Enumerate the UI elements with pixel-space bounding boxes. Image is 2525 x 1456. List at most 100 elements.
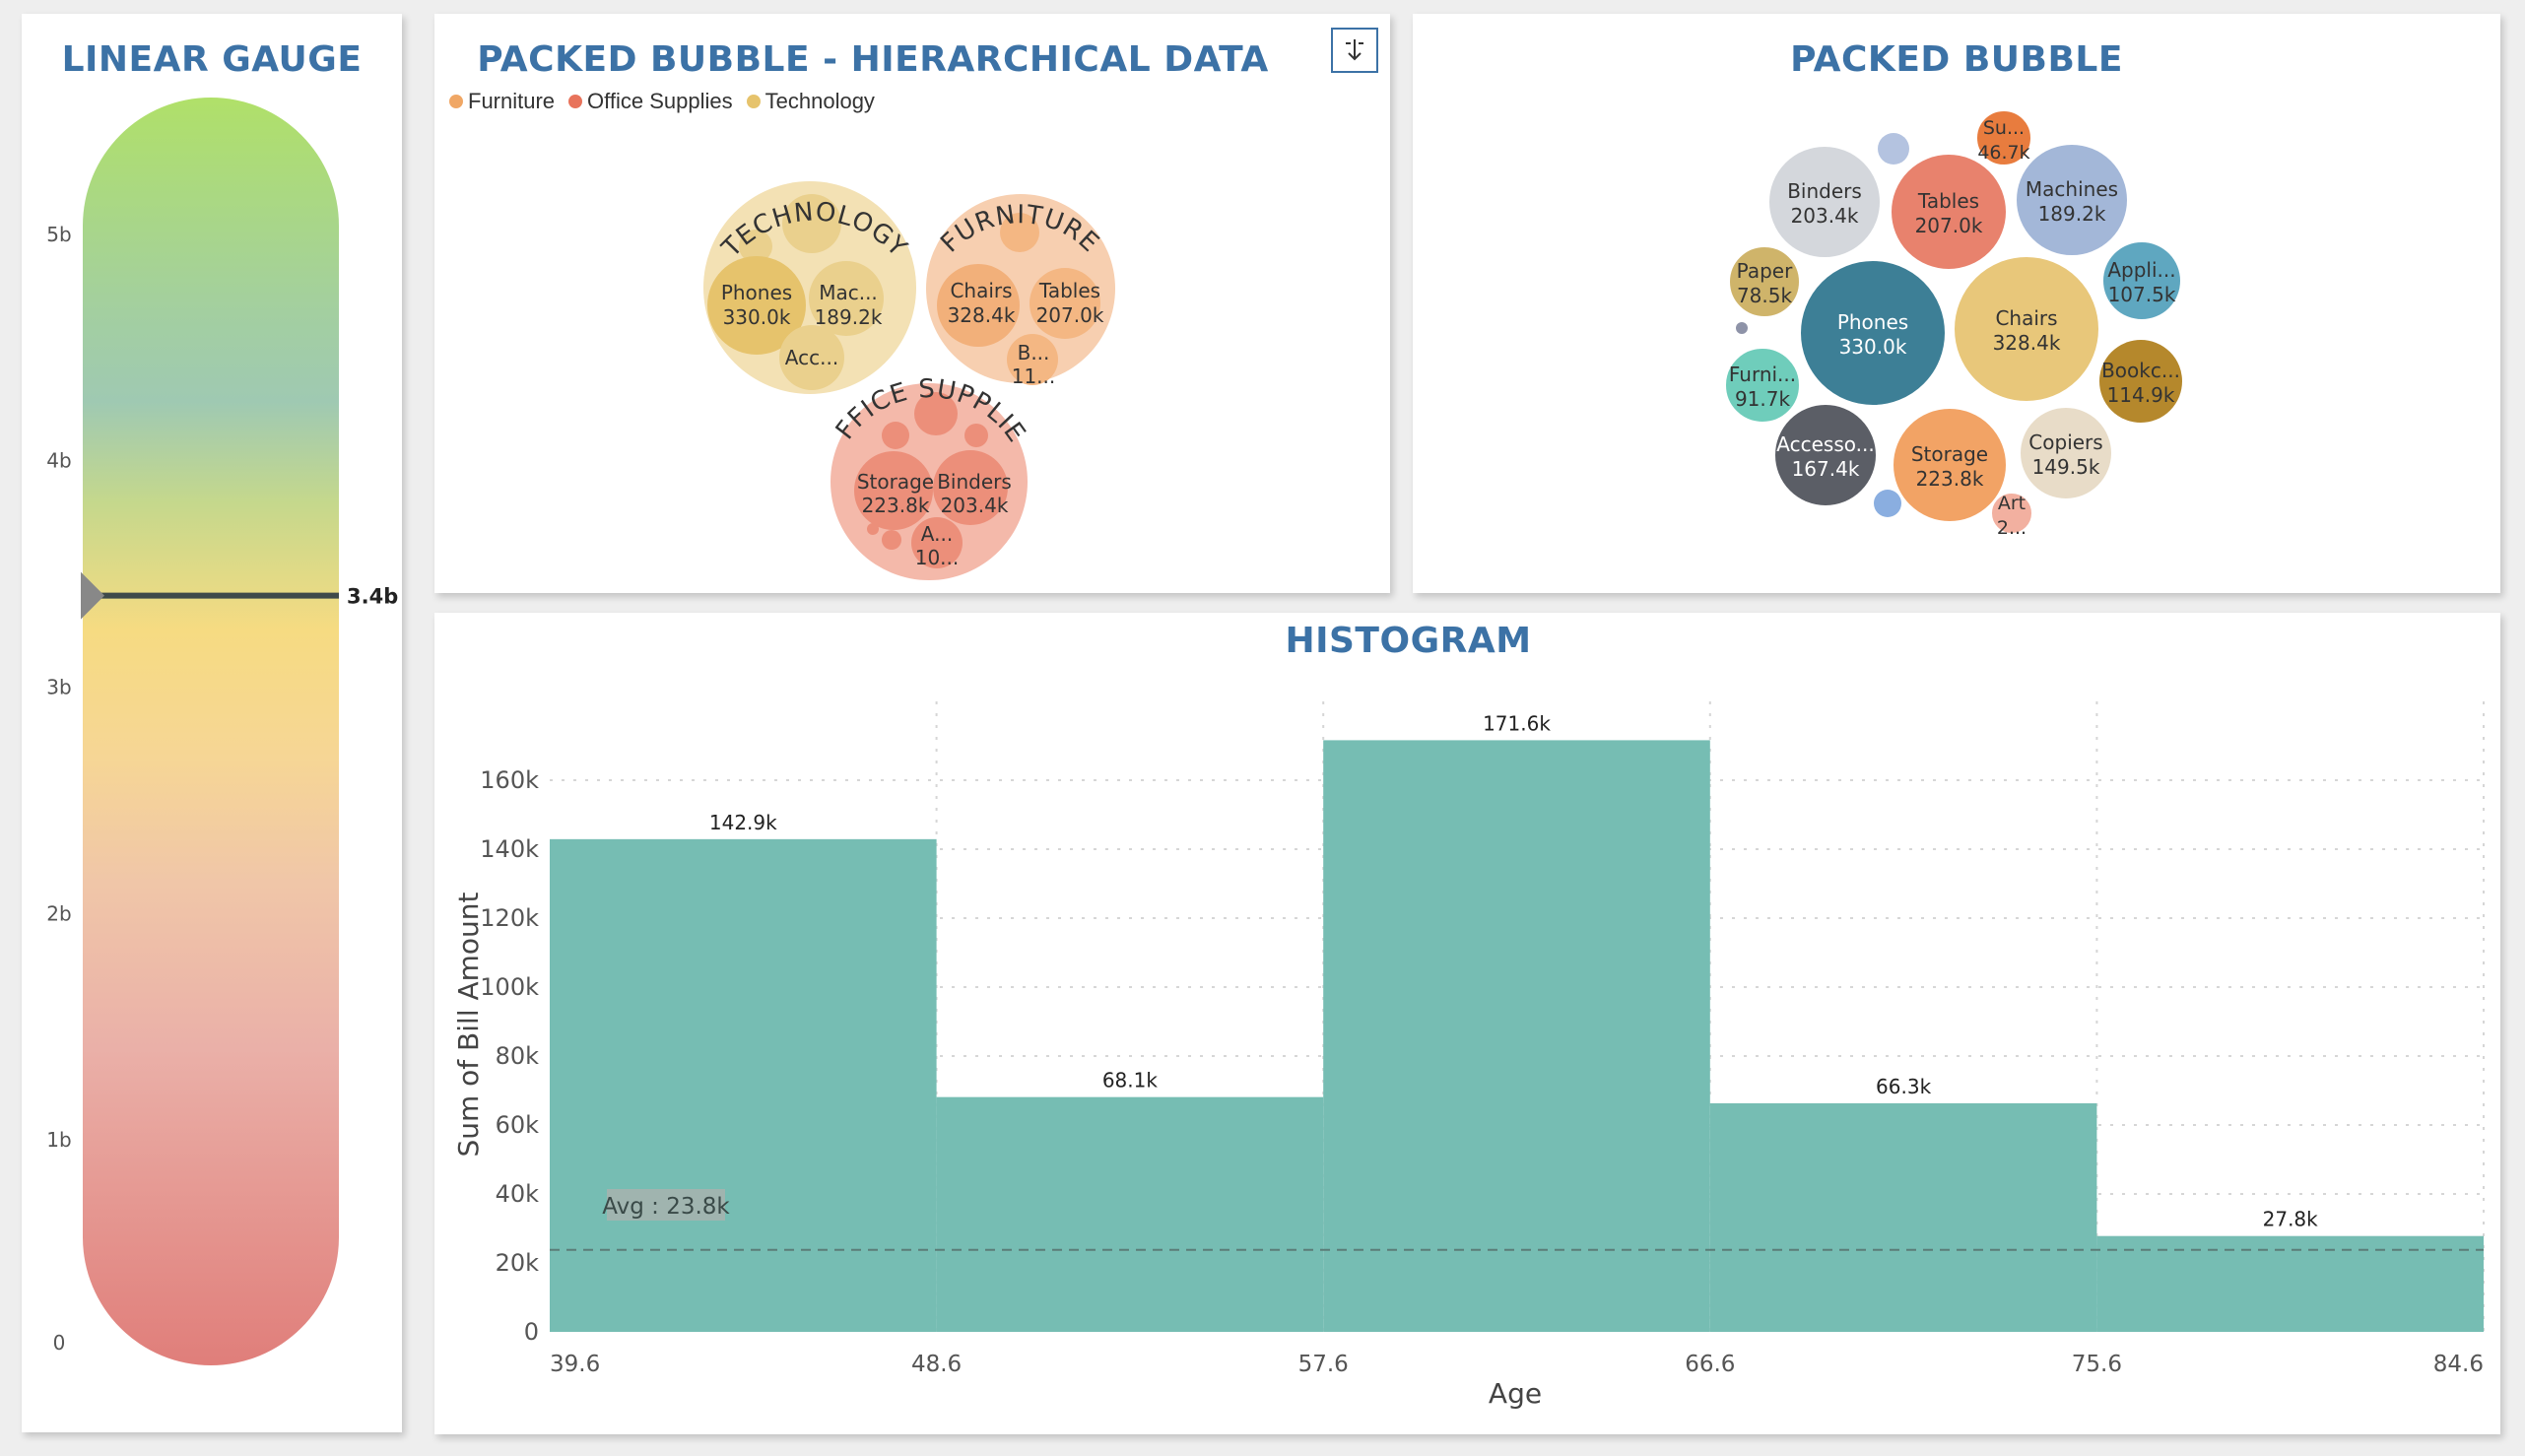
hier-bubble-chart: TECHNOLOGY Phones 330.0k Mac... 189.2k A… [434,14,1115,580]
bubble-circle[interactable] [1953,255,2100,403]
legend-item-office-supplies[interactable]: Office Supplies [568,89,733,114]
bubble-circle[interactable] [2019,406,2113,500]
bubble-circle[interactable] [1892,407,2008,523]
histogram-bar[interactable] [2096,1235,2484,1332]
legend-item-technology[interactable]: Technology [746,89,875,114]
bubble-value: 91.7k [1735,387,1791,411]
pack-title: PACKED BUBBLE [1790,39,2123,80]
bubble-su[interactable]: Su... 46.7k [1975,109,2032,166]
bubble-value: 10... [915,546,960,569]
gauge-value-label: 3.4b [347,585,398,609]
gauge-pointer [81,571,104,620]
x-tick-label: 39.6 [550,1352,600,1377]
bubble-value: 328.4k [948,303,1016,327]
bar-data-label: 66.3k [1876,1075,1932,1098]
gauge-tick-label: 3b [46,676,71,699]
bubble-furni[interactable]: Furni...91.7k [1724,347,1801,424]
y-tick-label: 100k [480,973,539,1001]
y-tick-label: 20k [496,1249,540,1277]
gauge-title: LINEAR GAUGE [61,39,363,80]
packed-bubble-hierarchical-panel: PACKED BUBBLE - HIERARCHICAL DATA Furnit… [434,14,1390,593]
hier-legend: Furniture Office Supplies Technology [449,89,875,114]
bubble-circle[interactable] [1990,492,2033,535]
y-tick-label: 60k [496,1111,540,1139]
bubble-label: Storage [857,470,934,494]
bubble-label: Mac... [819,281,878,304]
bubble-label: Bookc... [2101,359,2180,382]
bar-data-label: 142.9k [709,811,777,834]
bubble-bookc[interactable]: Bookc...114.9k [2097,338,2184,425]
bubble-label: Accesso... [1776,432,1874,456]
bubble-small[interactable] [1878,133,1909,165]
bubble-label: Machines [2026,177,2118,201]
bubble-circle[interactable] [1799,259,1947,407]
y-tick-label: 160k [480,766,539,794]
bubble-value: 2... [1997,517,2027,539]
bubble-label: Appli... [2107,258,2175,282]
bubble-label: Binders [937,470,1012,494]
bubble-value: 207.0k [1036,303,1104,327]
bubble-label: Art [1998,493,2026,514]
binders-bubble[interactable] [933,450,1008,525]
chairs-bubble[interactable] [937,264,1020,347]
machines-bubble[interactable] [809,261,884,336]
linear-gauge-panel: LINEAR GAUGE 0 1b 2b 3b 4b 5b 3.4b [22,14,402,1432]
bubble-small[interactable] [1736,322,1748,334]
bubble-circle[interactable] [1890,153,2008,271]
bubble-circle[interactable] [2097,338,2184,425]
phones-bubble[interactable] [707,256,806,355]
bar-data-label: 27.8k [2263,1208,2319,1231]
bubble-value: 167.4k [1792,457,1860,481]
bubble-accesso[interactable]: Accesso...167.4k [1773,403,1878,507]
legend-dot [449,95,463,108]
drill-down-button[interactable] [1331,28,1378,73]
histogram-bar[interactable] [550,838,937,1332]
bubble-circle[interactable] [1724,347,1801,424]
packed-bubble-panel: PACKED BUBBLE Phones 330.0k Chairs 328.4k St… [1413,14,2500,593]
bubble-small[interactable] [1874,490,1901,517]
histogram-bar[interactable] [1709,1102,2097,1332]
bar-data-label: 68.1k [1102,1069,1159,1092]
bubble-value: 78.5k [1737,284,1793,307]
gauge-tick-label: 5b [46,223,71,246]
hier-title: PACKED BUBBLE - HIERARCHICAL DATA [477,39,1269,80]
group-technology[interactable]: TECHNOLOGY Phones 330.0k Mac... 189.2k A… [703,181,916,394]
bubble-label: A... [921,522,953,546]
bubble-label: Phones [1837,310,1908,334]
bubble-circle[interactable] [1767,145,1882,259]
bubble-value: 207.0k [1915,214,1983,237]
bubble-circle[interactable] [1728,245,1801,318]
y-axis-label: Sum of Bill Amount [452,892,485,1157]
tables-bubble[interactable] [1030,268,1100,339]
histogram-bar[interactable] [1323,740,1710,1332]
histogram-bar[interactable] [936,1096,1324,1332]
bubble-circle[interactable] [2101,240,2182,321]
bubble-circle[interactable] [2015,143,2129,257]
storage-bubble[interactable] [854,451,933,530]
y-tick-label: 40k [496,1180,540,1208]
art-bubble[interactable] [911,517,963,568]
bubble-label: Su... [1983,117,2025,139]
bubble-value: 330.0k [723,305,791,329]
bookcases-bubble[interactable] [1007,334,1058,385]
bubble-label: Chairs [950,279,1012,302]
bubble-circle[interactable] [1975,109,2032,166]
bubble-circle[interactable] [1773,403,1878,507]
bubble-appli[interactable]: Appli...107.5k [2101,240,2182,321]
bubble-value: 107.5k [2108,283,2176,306]
group-furniture[interactable]: FURNITURE Chairs 328.4k Tables 207.0k B.… [926,194,1115,388]
x-axis-label: Age [1489,1377,1542,1410]
legend-item-furniture[interactable]: Furniture [449,89,555,114]
bubble-art[interactable]: Art 2... [1990,492,2033,539]
accessories-bubble[interactable] [779,325,844,390]
y-tick-label: 80k [496,1042,540,1070]
